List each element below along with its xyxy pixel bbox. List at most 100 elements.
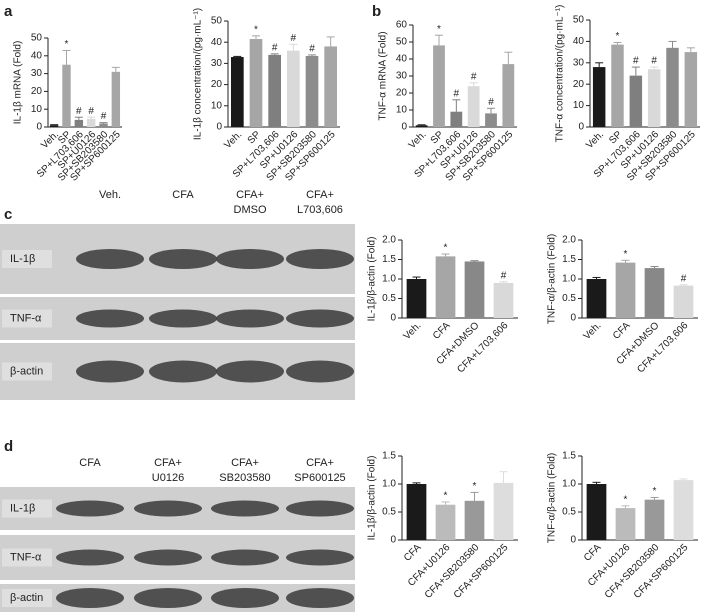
y-tick-label: 1.0 — [562, 479, 576, 490]
blot-band — [56, 549, 124, 566]
bar — [644, 499, 665, 540]
y-tick-label: 0.5 — [382, 507, 396, 518]
bar — [450, 111, 463, 127]
significance-marker: # — [272, 43, 278, 54]
bar — [86, 118, 96, 127]
y-axis-title: IL-1β/β-actin (Fold) — [367, 456, 378, 541]
blot-row-label: TNF-α — [10, 551, 42, 563]
blot-column-label: CFA — [79, 457, 101, 469]
panel-label: b — [372, 3, 381, 20]
y-tick-label: 1.5 — [562, 254, 576, 265]
blot-label-bg — [2, 309, 52, 328]
x-tick-label: CFA — [611, 320, 633, 342]
significance-marker: # — [681, 273, 687, 284]
bar — [615, 508, 636, 540]
y-tick-label: 0 — [216, 122, 222, 133]
blots: Veh. CFA CFA+ DMSO CFA+ L703,606 IL-1β TNF-α β-a… — [0, 189, 355, 612]
blot-band — [211, 588, 279, 608]
bar — [433, 45, 445, 127]
blot-band — [56, 588, 124, 608]
x-tick-label: CFA+L703,606 — [635, 320, 690, 375]
y-tick-label: 0 — [390, 535, 396, 546]
blot-row-label: β-actin — [10, 365, 43, 377]
y-tick-label: 20 — [211, 79, 223, 90]
panel-label: a — [4, 3, 13, 20]
y-tick-label: 40 — [396, 54, 408, 65]
blot-band — [76, 309, 144, 328]
blot-label-bg — [2, 362, 52, 381]
blot-column-label: Veh. — [99, 189, 121, 201]
blot-band — [76, 360, 144, 383]
x-tick-label: Veh. — [402, 320, 424, 342]
bar — [644, 268, 665, 318]
blot-column-label: DMSO — [234, 204, 267, 216]
y-tick-label: 20 — [396, 88, 408, 99]
y-tick-label: 0 — [390, 313, 396, 324]
blot-column-label: L703,606 — [297, 204, 343, 216]
y-tick-label: 0 — [36, 122, 42, 133]
y-tick-label: 60 — [396, 20, 408, 31]
panel-label: d — [4, 438, 13, 455]
y-tick-label: 1.0 — [562, 274, 576, 285]
bar — [611, 44, 624, 127]
blot-label-bg — [2, 499, 52, 518]
y-tick-label: 0 — [578, 122, 584, 133]
significance-marker: * — [624, 494, 628, 505]
y-tick-label: 1.5 — [562, 451, 576, 462]
bar — [435, 504, 456, 540]
y-tick-label: 1.0 — [382, 479, 396, 490]
blot-column-label: CFA — [172, 189, 194, 201]
blot-band — [286, 249, 354, 269]
bar — [435, 256, 456, 318]
y-tick-label: 30 — [396, 71, 408, 82]
y-axis-title: TNF-α mRNA (Fold) — [378, 31, 389, 120]
bar — [406, 279, 427, 318]
y-tick-label: 0.5 — [382, 293, 396, 304]
bar — [647, 69, 661, 127]
y-tick-label: 50 — [396, 37, 408, 48]
bar — [467, 86, 480, 127]
bar — [49, 125, 59, 127]
blot-band — [286, 360, 354, 383]
bar — [99, 123, 108, 127]
blot-column-label: SB203580 — [219, 472, 270, 484]
y-tick-label: 30 — [31, 68, 43, 79]
y-tick-label: 0 — [570, 313, 576, 324]
bar — [485, 113, 497, 127]
blot-band — [76, 249, 144, 269]
y-tick-label: 1.5 — [382, 254, 396, 265]
blot-band — [211, 549, 279, 566]
bar — [586, 279, 607, 318]
significance-marker: # — [291, 33, 297, 44]
bar — [230, 57, 244, 127]
significance-marker: # — [651, 56, 657, 67]
bar — [324, 46, 338, 127]
blot-label-bg — [2, 250, 52, 268]
y-tick-label: 2.0 — [382, 235, 396, 246]
x-tick-label: CFA+SP600125 — [452, 542, 511, 601]
y-axis-title: TNF-α/β-actin (Fold) — [547, 234, 558, 324]
blot-label-bg — [2, 548, 52, 567]
significance-marker: * — [65, 39, 69, 50]
y-axis-title: IL-1β mRNA (Fold) — [13, 41, 24, 125]
x-tick-label: Veh. — [584, 129, 606, 151]
significance-marker: # — [454, 88, 460, 99]
bar — [286, 50, 300, 127]
blot-column-label: U0126 — [152, 472, 184, 484]
significance-marker: # — [471, 71, 477, 82]
significance-marker: # — [633, 56, 639, 67]
bar — [464, 261, 485, 318]
blot-column-label: SP600125 — [294, 472, 345, 484]
bar — [592, 67, 606, 127]
blot-band — [134, 549, 202, 566]
bar — [684, 52, 698, 127]
y-tick-label: 0.5 — [562, 293, 576, 304]
x-tick-label: CFA+SP600125 — [632, 542, 691, 601]
blot-row-label: IL-1β — [10, 502, 35, 514]
x-tick-label: CFA — [582, 542, 604, 564]
y-tick-label: 0.5 — [562, 507, 576, 518]
x-tick-label: Veh. — [222, 129, 244, 151]
bar — [673, 285, 694, 318]
bar — [74, 119, 84, 127]
blot-row-label: TNF-α — [10, 312, 42, 324]
